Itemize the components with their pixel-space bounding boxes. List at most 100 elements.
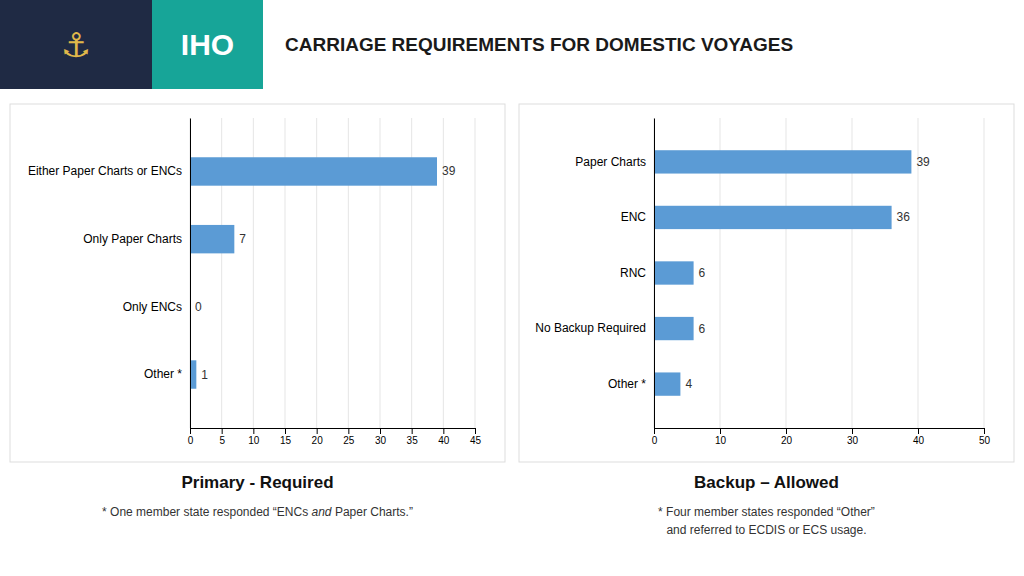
- x-tick: 35: [407, 428, 419, 446]
- x-tick: 0: [188, 428, 194, 446]
- bar: [190, 157, 437, 185]
- header: ⚓ IHO CARRIAGE REQUIREMENTS FOR DOMESTIC V…: [0, 0, 793, 89]
- data-label: 4: [685, 377, 692, 391]
- x-tick: 45: [470, 428, 482, 446]
- x-tick: 0: [652, 428, 658, 446]
- y-axis: Either Paper Charts or ENCs Only Paper Ch…: [28, 119, 191, 429]
- y-tick: RNC: [620, 266, 654, 280]
- y-tick-label: RNC: [620, 266, 646, 280]
- y-tick: No Backup Required: [535, 321, 654, 335]
- title: CARRIAGE REQUIREMENTS FOR DOMESTIC VOYAG…: [285, 34, 793, 55]
- data-labels: 3936664: [685, 155, 930, 391]
- x-tick: 10: [715, 428, 727, 446]
- subtitle: Primary - Required: [181, 473, 333, 492]
- data-label: 6: [699, 322, 706, 336]
- footnote: * Four member states responded “Other”: [658, 505, 875, 519]
- x-tick-mark: [984, 428, 985, 434]
- x-tick-mark: [720, 428, 721, 434]
- y-tick: Other *: [144, 367, 190, 381]
- x-tick: 30: [847, 428, 859, 446]
- y-tick-label: Paper Charts: [575, 155, 646, 169]
- bars: [654, 150, 911, 396]
- x-tick: 30: [375, 428, 387, 446]
- x-tick-label: 20: [781, 435, 793, 446]
- x-tick-mark: [317, 428, 318, 434]
- x-axis: 0 10 20 30 40 50: [652, 428, 991, 446]
- x-tick: 50: [979, 428, 991, 446]
- y-tick: Other *: [608, 377, 654, 391]
- bar: [654, 317, 694, 340]
- bar: [654, 206, 892, 229]
- x-axis: 051015202530354045: [188, 428, 482, 446]
- x-tick: 40: [913, 428, 925, 446]
- y-tick: ENC: [621, 210, 654, 224]
- data-label: 1: [201, 368, 208, 382]
- x-tick-mark: [654, 428, 655, 434]
- grid: [654, 118, 984, 428]
- bar: [654, 150, 911, 173]
- x-axis-line: [191, 429, 476, 435]
- data-label: 39: [916, 155, 930, 169]
- x-tick-label: 15: [280, 435, 292, 446]
- x-tick: 15: [280, 428, 292, 446]
- x-tick-label: 30: [375, 435, 387, 446]
- panel-frame: [519, 104, 1014, 462]
- footnote-part: and: [312, 505, 332, 519]
- x-tick-mark: [348, 428, 349, 434]
- chart-panel: 0 10 20 30 40 50 Paper Charts ENC RNC No Backup R…: [519, 104, 1014, 537]
- x-tick-mark: [380, 428, 381, 434]
- header-logo: IHO: [181, 28, 234, 61]
- x-tick-mark: [190, 428, 191, 434]
- data-label: 7: [239, 232, 246, 246]
- data-label: 0: [195, 300, 202, 314]
- x-tick-mark: [253, 428, 254, 434]
- x-tick: 25: [343, 428, 355, 446]
- x-tick-label: 30: [847, 435, 859, 446]
- x-tick-mark: [443, 428, 444, 434]
- data-label: 36: [897, 210, 911, 224]
- x-tick-label: 0: [652, 435, 658, 446]
- data-label: 39: [442, 164, 456, 178]
- x-tick-label: 0: [188, 435, 194, 446]
- y-tick-label: Only Paper Charts: [83, 232, 182, 246]
- y-axis-line: [654, 119, 655, 429]
- x-tick-mark: [918, 428, 919, 434]
- header-block: [152, 0, 263, 89]
- y-tick: Paper Charts: [575, 155, 654, 169]
- x-tick-mark: [786, 428, 787, 434]
- x-tick-label: 20: [312, 435, 324, 446]
- grid: [190, 118, 475, 428]
- x-tick-mark: [475, 428, 476, 434]
- chart-container: ⚓ IHO CARRIAGE REQUIREMENTS FOR DOMESTIC V…: [0, 0, 1024, 576]
- x-tick-label: 40: [913, 435, 925, 446]
- x-tick-label: 50: [979, 435, 991, 446]
- chart-svg: ⚓ IHO CARRIAGE REQUIREMENTS FOR DOMESTIC V…: [0, 0, 1024, 576]
- x-tick-label: 35: [407, 435, 419, 446]
- grid-line: [654, 118, 655, 428]
- grid-line: [475, 118, 476, 428]
- x-tick-mark: [222, 428, 223, 434]
- data-labels: 39 7 0 1: [195, 164, 456, 381]
- footnote-part: Paper Charts.”: [332, 505, 413, 519]
- footnote-part: * One member state responded “ENCs: [102, 505, 311, 519]
- bar: [190, 225, 234, 253]
- y-tick-label: Other *: [608, 377, 646, 391]
- footnote: * One member state responded “ENCs and P…: [102, 505, 413, 519]
- x-tick-mark: [412, 428, 413, 434]
- bars: [190, 157, 437, 388]
- y-tick-label: ENC: [621, 210, 647, 224]
- y-tick-label: Either Paper Charts or ENCs: [28, 164, 182, 178]
- y-tick: Either Paper Charts or ENCs: [28, 164, 190, 178]
- footnote: and referred to ECDIS or ECS usage.: [666, 523, 866, 537]
- grid-line: [190, 118, 191, 428]
- x-tick: 10: [248, 428, 260, 446]
- subtitle: Backup – Allowed: [694, 473, 839, 492]
- bar: [654, 261, 694, 284]
- x-tick: 20: [312, 428, 324, 446]
- x-tick-label: 10: [715, 435, 727, 446]
- x-tick-label: 5: [219, 435, 225, 446]
- panel-frame: [10, 104, 505, 462]
- y-tick-label: Other *: [144, 367, 182, 381]
- bar: [654, 372, 680, 395]
- header-icon: ⚓: [61, 25, 91, 65]
